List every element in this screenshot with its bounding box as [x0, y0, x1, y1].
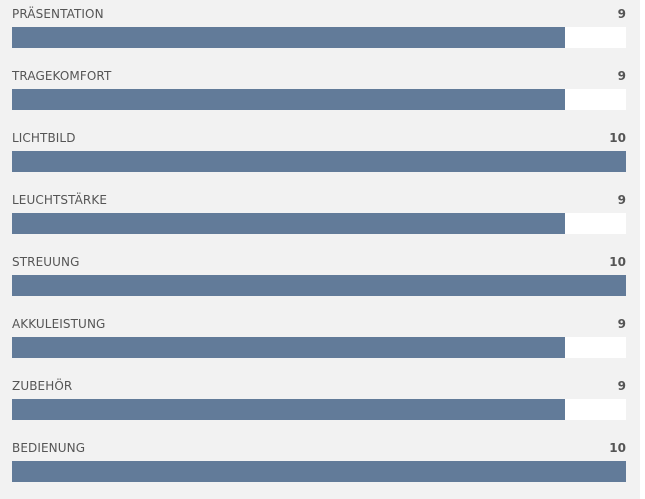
- rating-bar-fill: [12, 213, 565, 234]
- rating-label: ZUBEHÖR: [12, 379, 73, 393]
- rating-label: PRÄSENTATION: [12, 7, 104, 21]
- rating-bar-track: [12, 89, 626, 110]
- rating-bar-fill: [12, 89, 565, 110]
- rating-row: BEDIENUNG 10: [12, 434, 626, 496]
- rating-bar-track: [12, 275, 626, 296]
- rating-row: STREUUNG 10: [12, 248, 626, 310]
- rating-score: 10: [609, 441, 626, 455]
- rating-row: PRÄSENTATION 9: [12, 0, 626, 62]
- rating-label: STREUUNG: [12, 255, 80, 269]
- rating-bar-fill: [12, 337, 565, 358]
- rating-bar-track: [12, 27, 626, 48]
- rating-row: TRAGEKOMFORT 9: [12, 62, 626, 124]
- rating-label: AKKULEISTUNG: [12, 317, 106, 331]
- rating-bar-fill: [12, 27, 565, 48]
- rating-row: LICHTBILD 10: [12, 124, 626, 186]
- rating-score: 9: [617, 69, 626, 83]
- rating-bar-track: [12, 213, 626, 234]
- rating-score: 10: [609, 131, 626, 145]
- rating-label: LICHTBILD: [12, 131, 76, 145]
- rating-label: BEDIENUNG: [12, 441, 86, 455]
- rating-score: 9: [617, 379, 626, 393]
- rating-score: 9: [617, 7, 626, 21]
- rating-bar-fill: [12, 151, 626, 172]
- rating-row: AKKULEISTUNG 9: [12, 310, 626, 372]
- rating-bar-track: [12, 461, 626, 482]
- rating-bar-track: [12, 151, 626, 172]
- rating-row: LEUCHTSTÄRKE 9: [12, 186, 626, 248]
- rating-score: 9: [617, 193, 626, 207]
- rating-bar-fill: [12, 275, 626, 296]
- rating-score: 10: [609, 255, 626, 269]
- rating-label: TRAGEKOMFORT: [12, 69, 112, 83]
- rating-score: 9: [617, 317, 626, 331]
- rating-bar-fill: [12, 399, 565, 420]
- rating-row: ZUBEHÖR 9: [12, 372, 626, 434]
- rating-label: LEUCHTSTÄRKE: [12, 193, 107, 207]
- rating-bar-fill: [12, 461, 626, 482]
- rating-bar-track: [12, 399, 626, 420]
- rating-bar-track: [12, 337, 626, 358]
